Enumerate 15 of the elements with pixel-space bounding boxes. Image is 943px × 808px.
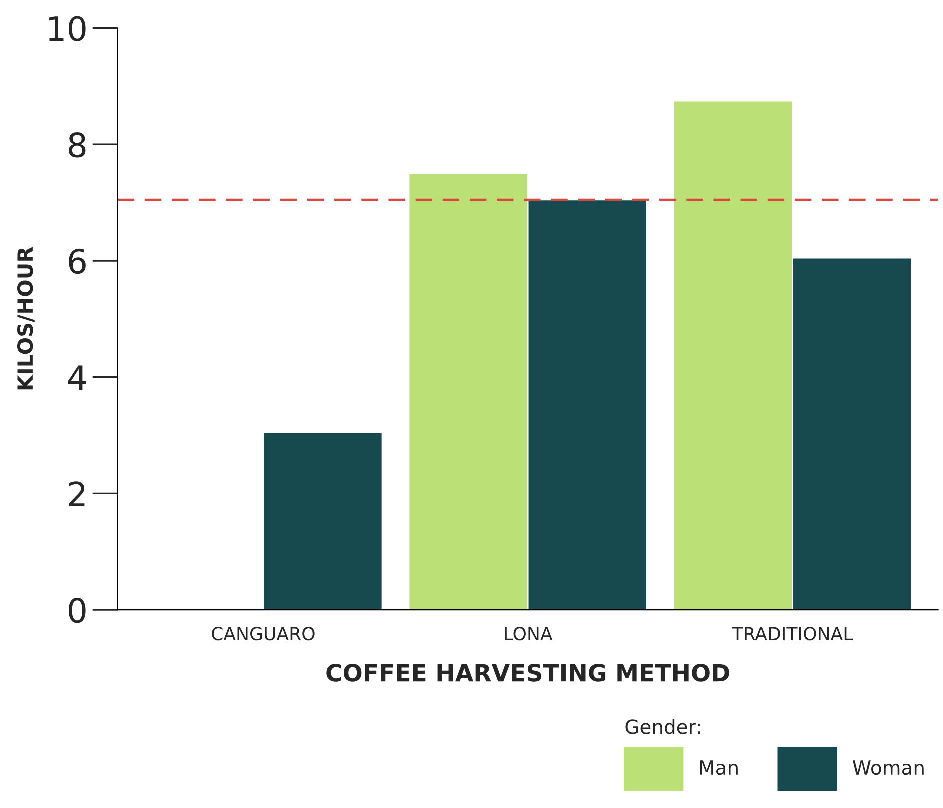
y-tick-label: 2 xyxy=(69,482,85,506)
legend-title: Gender: xyxy=(626,719,700,734)
legend-label: Woman xyxy=(852,760,924,776)
legend-label: Man xyxy=(700,760,738,776)
y-tick-label: 0 xyxy=(69,598,86,624)
x-tick-label: CANGUARO xyxy=(212,627,315,641)
y-tick-label: 4 xyxy=(68,366,86,390)
bar xyxy=(262,432,384,610)
y-tick-label: 10 xyxy=(49,16,86,42)
x-tick-label: TRADITIONAL xyxy=(732,627,854,641)
y-tick-label: 6 xyxy=(69,248,86,274)
x-tick-label: LONA xyxy=(505,627,553,641)
y-tick-label: 8 xyxy=(69,132,86,158)
x-axis-title: COFFEE HARVESTING METHOD xyxy=(326,664,730,682)
y-axis-title: KILOS/HOUR xyxy=(17,247,35,390)
